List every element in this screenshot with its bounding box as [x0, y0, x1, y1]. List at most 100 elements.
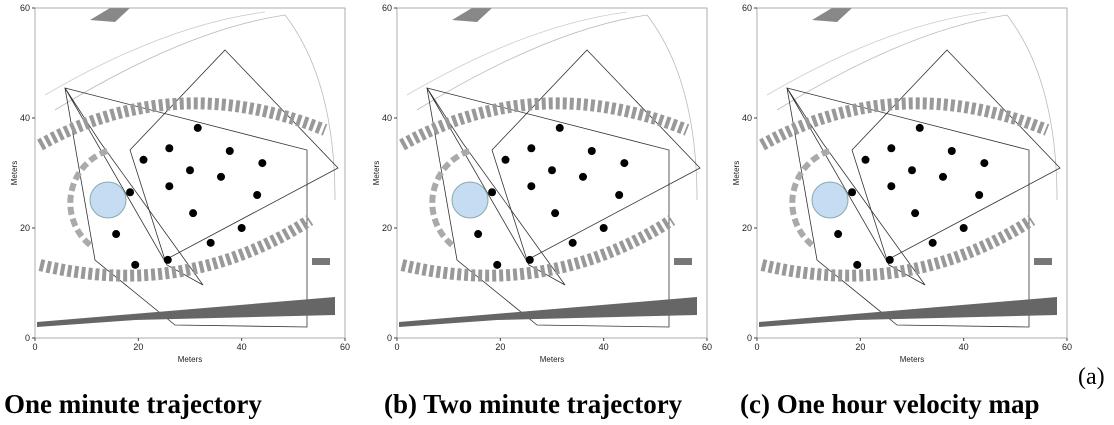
zone [426, 87, 670, 328]
decor-line [44, 11, 266, 96]
pillar [501, 155, 510, 164]
x-tick-label: 60 [340, 342, 350, 352]
x-tick-label: 0 [754, 342, 759, 352]
decor-line [776, 14, 1058, 201]
pillar [551, 209, 560, 218]
pillar [915, 123, 924, 132]
decor-shape [812, 8, 852, 22]
pillar [599, 224, 608, 232]
seating [38, 214, 314, 282]
x-tick-label: 40 [237, 342, 247, 352]
pool [811, 181, 849, 219]
y-tick-label: 20 [20, 223, 30, 233]
x-tick-label: 0 [32, 342, 37, 352]
y-tick-label: 40 [20, 113, 30, 123]
decor-shape [452, 8, 492, 22]
pillar [253, 191, 262, 199]
pillar [112, 230, 121, 239]
pillar [615, 191, 624, 199]
pillar [163, 255, 172, 264]
pillar [527, 182, 536, 191]
pillar [885, 255, 894, 264]
seating [67, 147, 111, 248]
pillar [959, 224, 968, 232]
zone [64, 87, 308, 328]
panel-label: (a) [1078, 364, 1105, 390]
pillar [947, 147, 956, 155]
seating [399, 97, 690, 151]
x-tick-label: 60 [1062, 342, 1072, 352]
panel: 0 20 40 60 0 20 40 60 Meters Meters [372, 3, 712, 364]
decor-shape [90, 8, 130, 22]
caption: One minute trajectory [4, 389, 262, 419]
x-tick-label: 20 [495, 342, 505, 352]
decor-line [406, 11, 628, 96]
wall [312, 258, 330, 265]
y-tick-label: 60 [382, 3, 392, 13]
pillar [620, 159, 629, 168]
pillar [225, 147, 234, 155]
y-tick-label: 20 [382, 223, 392, 233]
wall [759, 297, 1057, 327]
pillar [527, 144, 536, 153]
pool [89, 181, 127, 219]
y-tick-label: 60 [742, 3, 752, 13]
pillar [165, 144, 174, 153]
x-axis-label: Meters [178, 355, 202, 364]
y-tick-label: 0 [387, 333, 392, 343]
pillar [853, 260, 862, 269]
y-tick-label: 60 [20, 3, 30, 13]
x-tick-label: 20 [133, 342, 143, 352]
zone [786, 87, 1030, 328]
caption: (c) One hour velocity map [740, 389, 1039, 419]
pool [451, 181, 489, 219]
wall [399, 297, 697, 327]
pillar [887, 144, 896, 153]
plot-frame [396, 7, 708, 339]
wall [1034, 258, 1052, 265]
x-axis-label: Meters [540, 355, 564, 364]
pillar [555, 123, 564, 132]
pillar [911, 209, 920, 218]
pillar [587, 147, 596, 155]
pillar [887, 182, 896, 191]
pillar [206, 238, 215, 247]
x-tick-label: 40 [959, 342, 969, 352]
y-axis-label: Meters [372, 161, 381, 185]
x-tick-label: 0 [394, 342, 399, 352]
pillar [980, 159, 989, 168]
pillar [131, 260, 140, 269]
pillar [258, 159, 267, 168]
decor-line [766, 11, 988, 96]
pillar [165, 182, 174, 191]
pillar [848, 188, 857, 197]
seating [789, 147, 833, 248]
pillar [928, 238, 937, 247]
seating [759, 97, 1050, 151]
pillar [548, 166, 556, 175]
pillar [139, 155, 148, 164]
x-tick-label: 20 [855, 342, 865, 352]
y-axis-label: Meters [732, 161, 741, 185]
decor-line [416, 14, 698, 201]
panel: 0 20 40 60 0 20 40 60 Meters Meters [10, 3, 350, 364]
pillar [126, 188, 135, 197]
pillar [568, 238, 577, 247]
pillar [525, 255, 534, 264]
pillar [217, 172, 225, 181]
x-tick-label: 40 [599, 342, 609, 352]
pillar [493, 260, 502, 269]
pillar [186, 166, 194, 175]
wall [674, 258, 692, 265]
x-axis-label: Meters [900, 355, 924, 364]
y-tick-label: 0 [25, 333, 30, 343]
plot-frame [756, 7, 1068, 339]
pillar [189, 209, 198, 218]
panel: 0 20 40 60 0 20 40 60 Meters Meters [732, 3, 1072, 364]
y-tick-label: 40 [382, 113, 392, 123]
y-tick-label: 20 [742, 223, 752, 233]
x-tick-label: 60 [702, 342, 712, 352]
pillar [939, 172, 947, 181]
y-axis-label: Meters [10, 161, 19, 185]
